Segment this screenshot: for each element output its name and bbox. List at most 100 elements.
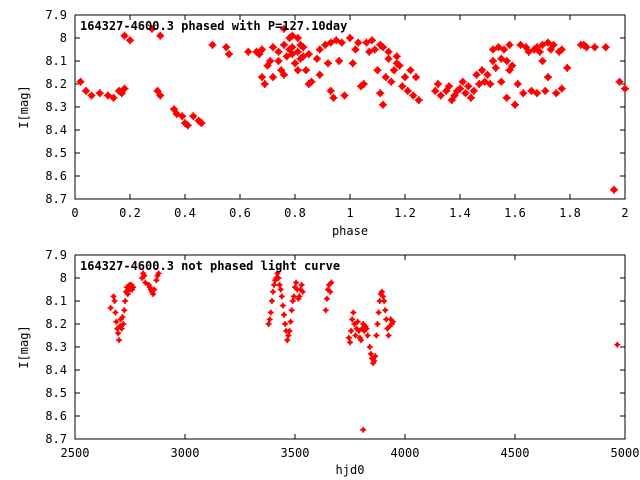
unphased-data-point xyxy=(389,318,396,325)
unphased-data-point xyxy=(298,281,305,288)
unphased-x-axis-label: hjd0 xyxy=(336,463,365,477)
phased-data-point xyxy=(442,86,451,95)
unphased-data-point xyxy=(363,325,370,332)
unphased-data-point xyxy=(371,357,378,364)
unphased-data-point xyxy=(378,288,385,295)
phased-data-point xyxy=(299,52,308,61)
unphased-data-point xyxy=(283,327,290,334)
phased-data-point xyxy=(456,84,464,93)
unphased-data-point xyxy=(289,298,296,304)
phased-data-point xyxy=(524,47,533,56)
phased-data-point xyxy=(535,47,544,56)
phased-data-point xyxy=(189,112,198,121)
unphased-data-point xyxy=(116,337,122,344)
phased-data-point xyxy=(483,70,492,79)
unphased-data-point xyxy=(265,321,272,327)
phased-data-point xyxy=(533,89,541,98)
unphased-data-point xyxy=(278,293,285,300)
phased-data-point xyxy=(288,50,297,59)
unphased-data-point xyxy=(328,279,335,286)
phased-data-point xyxy=(255,50,264,59)
unphased-data-point xyxy=(274,270,281,277)
phased-data-point xyxy=(244,47,253,56)
phased-data-point xyxy=(266,57,275,65)
unphased-data-point xyxy=(360,426,367,433)
phased-data-point xyxy=(384,54,393,63)
unphased-data-point xyxy=(364,332,371,339)
unphased-data-point xyxy=(347,339,353,346)
phased-data-point xyxy=(390,66,398,75)
phased-data-point xyxy=(293,34,302,42)
phased-data-point xyxy=(117,89,126,98)
unphased-data-point xyxy=(296,293,303,300)
phased-data-point xyxy=(384,47,393,56)
unphased-data-point xyxy=(290,293,297,300)
phased-x-tick-label: 1.6 xyxy=(504,206,526,220)
unphased-data-point xyxy=(285,332,292,339)
phased-data-point xyxy=(489,57,497,65)
phased-data-point xyxy=(450,91,459,100)
phased-data-point xyxy=(557,45,566,54)
phased-data-point xyxy=(87,91,96,100)
phased-data-points xyxy=(76,24,629,194)
phased-data-point xyxy=(351,45,360,54)
unphased-data-point xyxy=(381,298,388,304)
phased-y-tick-label: 8.4 xyxy=(45,123,67,137)
unphased-plot-frame xyxy=(74,254,626,440)
phased-data-point xyxy=(368,36,376,45)
phased-data-point xyxy=(293,66,302,75)
unphased-data-point xyxy=(107,304,114,311)
unphased-y-tick-label: 7.9 xyxy=(45,248,67,262)
phased-y-tick-label: 8.5 xyxy=(45,146,67,160)
phased-data-point xyxy=(280,40,288,49)
unphased-data-point xyxy=(327,288,334,295)
phased-data-point xyxy=(538,40,547,49)
unphased-data-point xyxy=(288,307,295,314)
phased-data-point xyxy=(280,70,288,79)
phased-data-point xyxy=(541,86,550,95)
phased-data-point xyxy=(511,100,519,109)
unphased-data-point xyxy=(110,293,117,300)
unphased-data-point xyxy=(151,286,158,293)
phased-data-point xyxy=(362,38,371,47)
unphased-data-point xyxy=(380,293,386,300)
phased-data-point xyxy=(497,54,506,63)
phased-data-point xyxy=(307,77,316,86)
phased-data-point xyxy=(120,84,129,93)
phased-x-tick-label: 1.8 xyxy=(559,206,581,220)
phased-data-point xyxy=(472,70,481,79)
phased-data-point xyxy=(434,80,442,88)
unphased-data-point xyxy=(271,281,278,288)
phased-data-point xyxy=(381,73,390,82)
phased-data-point xyxy=(299,43,308,52)
unphased-data-point xyxy=(120,321,127,327)
unphased-data-point xyxy=(355,327,362,334)
phased-data-point xyxy=(348,59,357,68)
unphased-x-tick-label: 4500 xyxy=(501,446,530,460)
phased-data-point xyxy=(403,86,412,95)
unphased-data-point xyxy=(354,318,361,325)
unphased-x-tick-label: 2500 xyxy=(61,446,90,460)
phased-data-point xyxy=(489,45,497,54)
phased-data-point xyxy=(398,82,407,91)
phased-data-point xyxy=(258,73,266,82)
phased-data-point xyxy=(436,91,445,100)
phased-data-point xyxy=(370,45,379,54)
phased-data-point xyxy=(505,66,514,75)
phased-y-tick-label: 8 xyxy=(60,31,67,45)
phased-data-point xyxy=(340,91,349,100)
phased-data-point xyxy=(95,89,104,98)
phased-y-axis-label: I[mag] xyxy=(17,85,31,128)
unphased-chart: 2500 3000 3500 4000 4500 5000 7.9 8 8.1 8.2 8.3 8.4… xyxy=(17,248,639,477)
unphased-data-point xyxy=(322,307,329,314)
phased-data-point xyxy=(549,40,558,49)
unphased-data-point xyxy=(348,327,355,334)
phased-data-point xyxy=(109,93,118,102)
unphased-data-point xyxy=(374,321,381,327)
phased-data-point xyxy=(533,43,541,52)
phased-data-point xyxy=(610,185,618,194)
unphased-data-point xyxy=(118,325,125,332)
phased-data-point xyxy=(513,80,522,88)
phased-data-point xyxy=(582,43,591,52)
unphased-data-point xyxy=(373,332,380,339)
